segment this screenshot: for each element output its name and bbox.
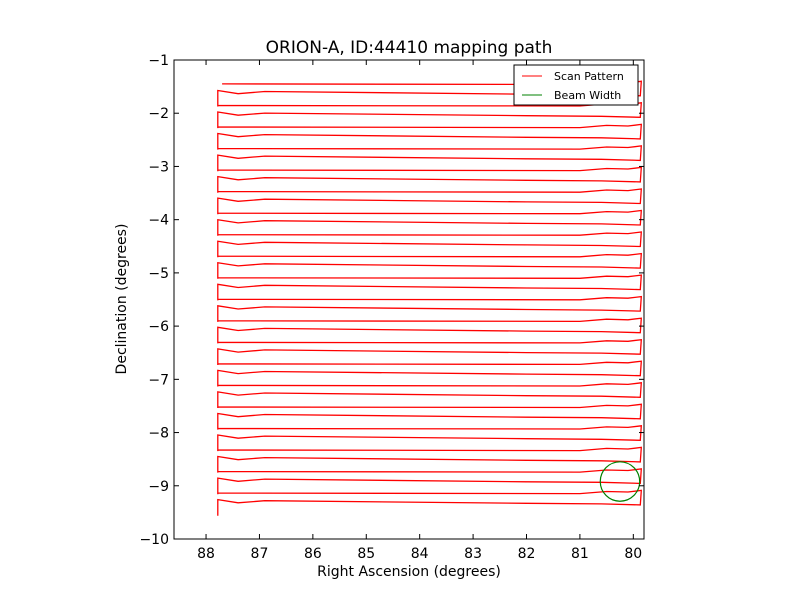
legend-box [513,64,639,106]
x-tick-label: 84 [411,546,429,562]
x-axis: 88 87 86 85 84 83 82 81 80 [197,60,642,562]
y-tick-label: −4 [148,213,169,229]
x-tick-label: 87 [251,546,269,562]
y-tick-label: −6 [148,319,169,335]
legend-label-scan-pattern: Scan Pattern [554,70,624,83]
x-tick-label: 81 [571,546,589,562]
y-axis-label: Declination (degrees) [114,224,130,375]
y-tick-label: −8 [148,426,169,442]
plot-frame [173,59,645,540]
y-tick-label: −10 [139,532,169,548]
legend: Scan Pattern Beam Width [513,64,639,106]
legend-label-beam-width: Beam Width [554,89,621,102]
x-tick-label: 85 [357,546,375,562]
y-tick-label: −7 [148,372,169,388]
y-tick-label: −9 [148,479,169,495]
x-tick-label: 82 [518,546,536,562]
x-tick-label: 80 [624,546,642,562]
scan-pattern-line [217,80,643,516]
y-tick-label: −2 [148,106,169,122]
x-tick-label: 88 [197,546,215,562]
x-tick-label: 83 [464,546,482,562]
x-axis-label: Right Ascension (degrees) [317,564,501,580]
y-tick-label: −1 [148,53,169,69]
y-tick-label: −3 [148,159,169,175]
x-tick-label: 86 [304,546,322,562]
y-axis: −1 −2 −3 −4 −5 −6 −7 −8 −9 −10 [139,53,644,548]
y-tick-label: −5 [148,266,169,282]
plot-area [217,80,643,516]
beam-width-circle [599,461,641,502]
chart-title: ORION-A, ID:44410 mapping path [266,38,553,58]
